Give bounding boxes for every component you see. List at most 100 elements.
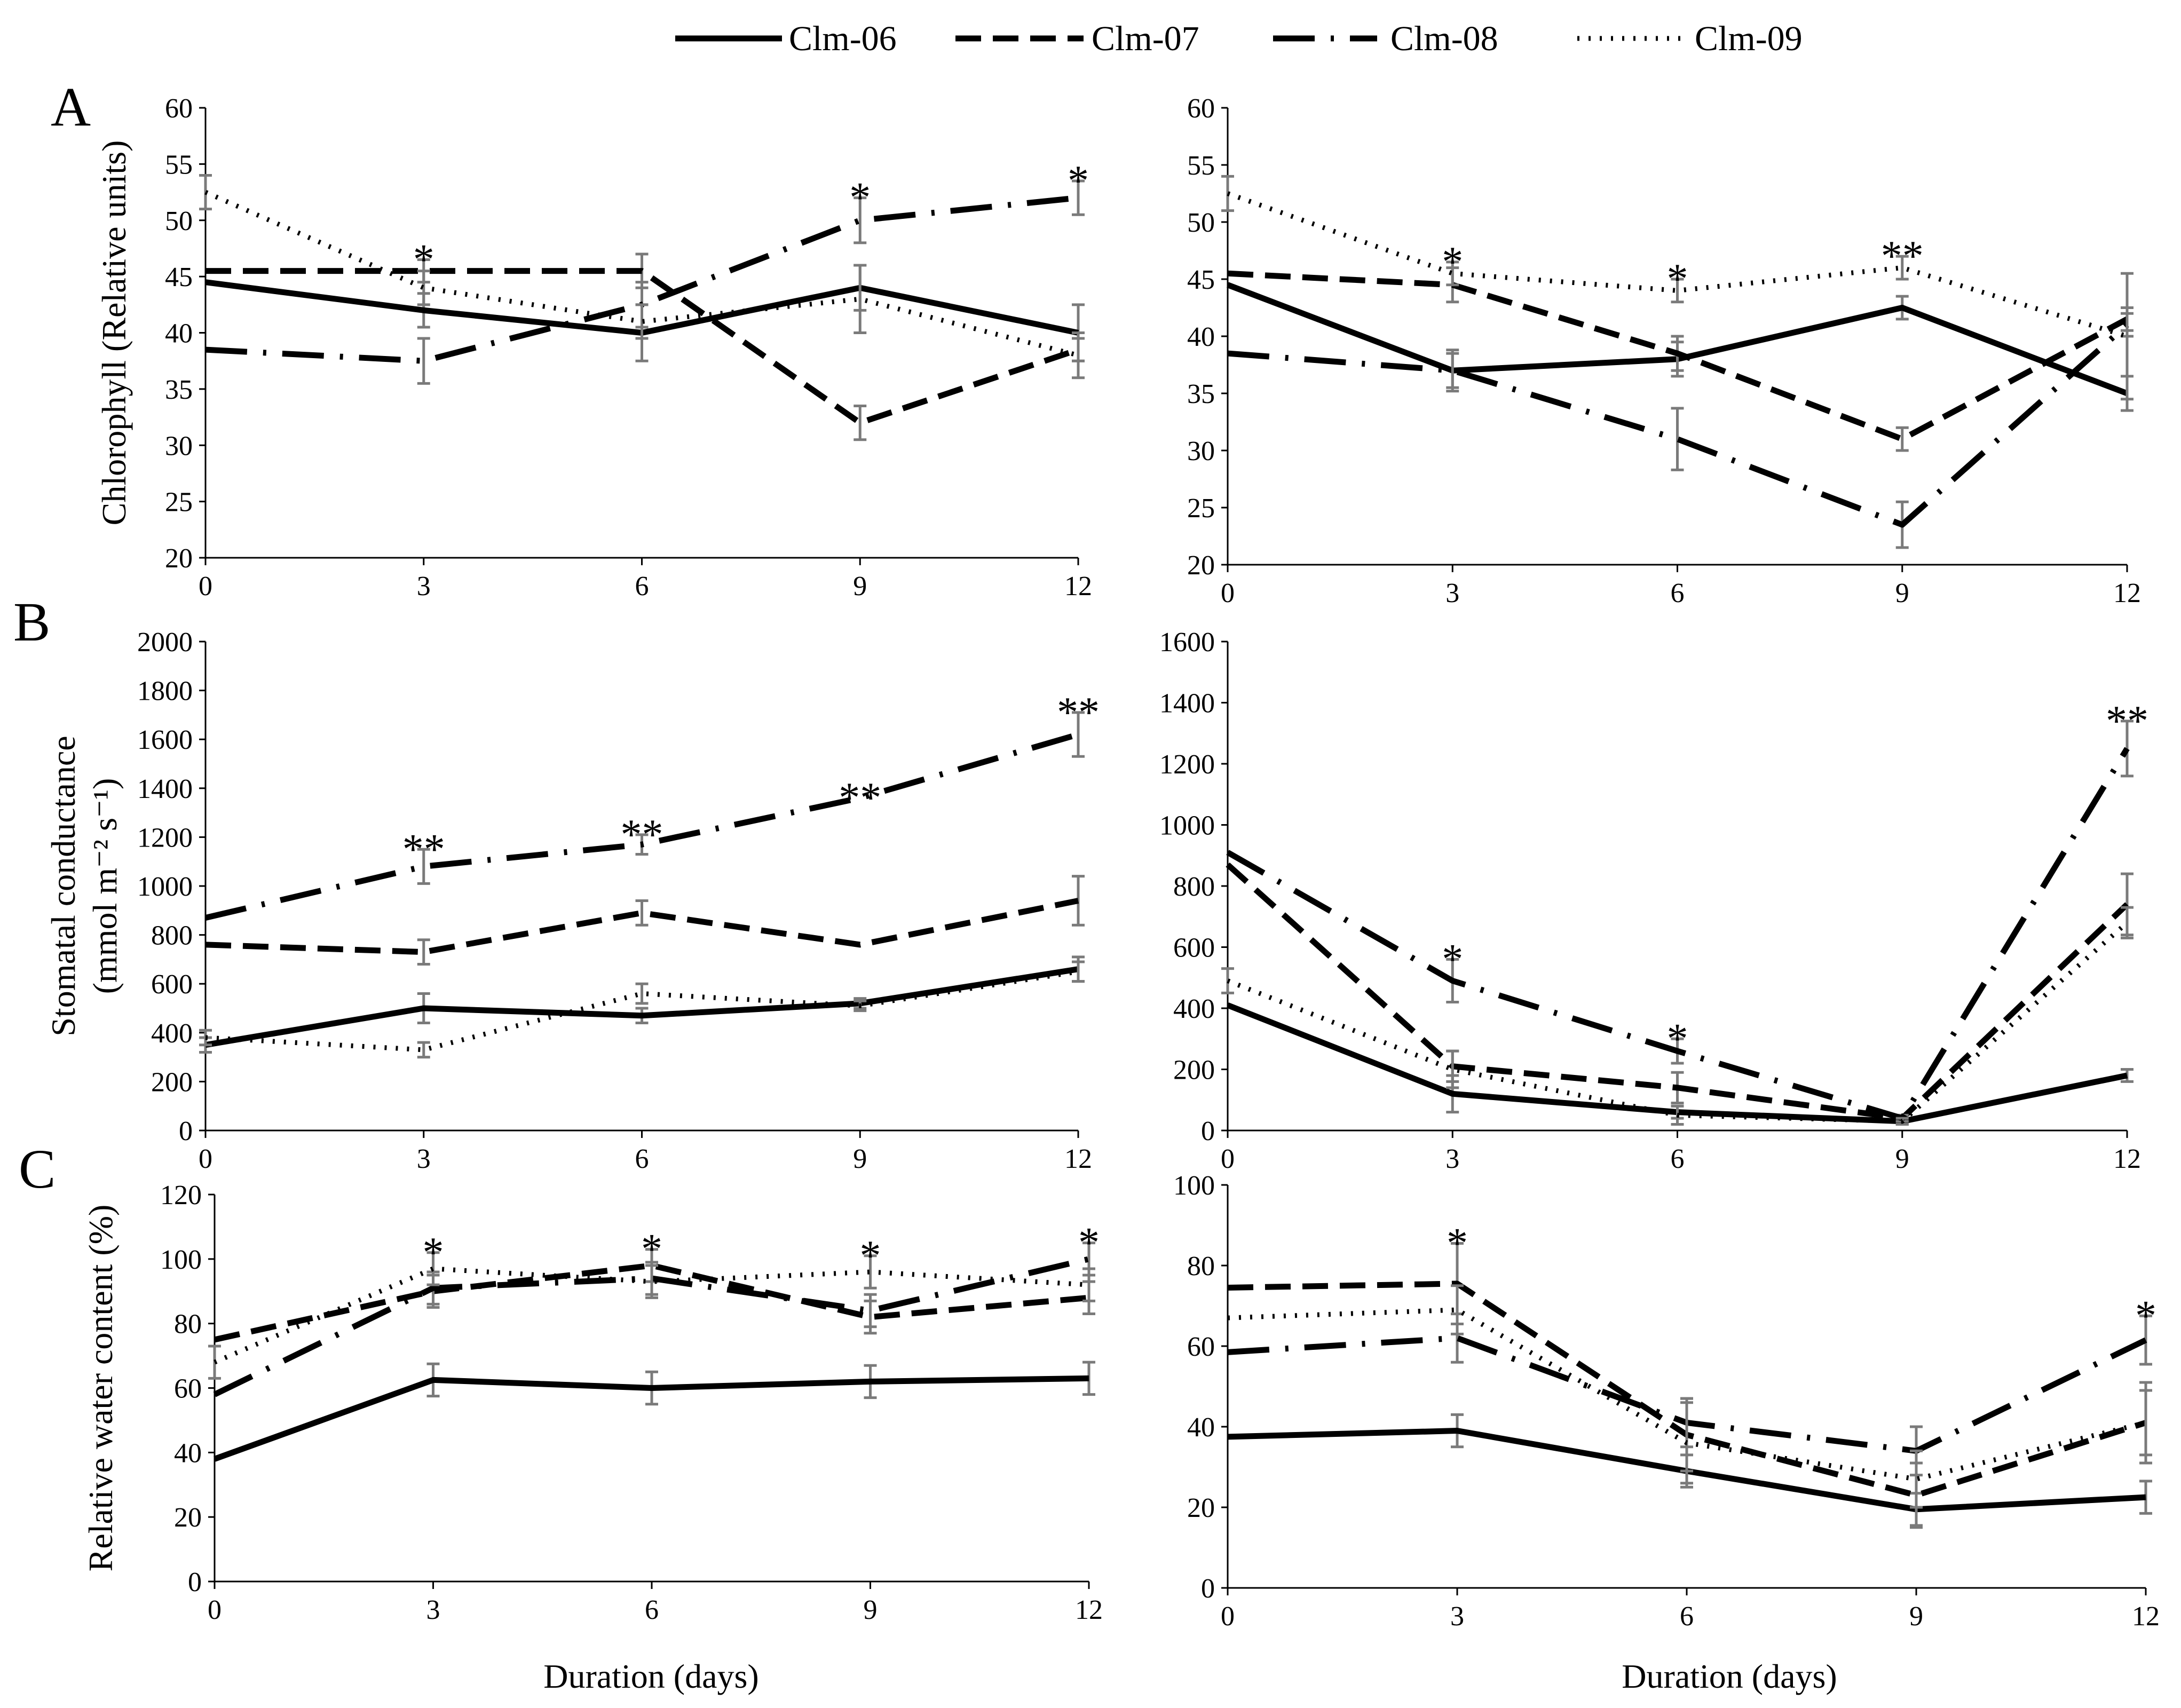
error-bar — [1072, 711, 1085, 758]
legend-entry-clm-09: Clm-09 — [1577, 19, 1803, 58]
panel-label-a: A — [51, 76, 91, 138]
y-tick-label: 2000 — [137, 627, 193, 658]
y-tick-label: 60 — [174, 1374, 202, 1404]
error-bar — [417, 848, 430, 885]
significance-marker: ** — [621, 811, 663, 858]
x-tick-label: 12 — [2113, 1144, 2141, 1174]
y-tick-label: 40 — [174, 1438, 202, 1468]
series-clm-08 — [205, 179, 1085, 385]
series-clm-09 — [199, 173, 1085, 379]
line-clm-07 — [1227, 270, 2129, 442]
series-clm-06 — [214, 1361, 1095, 1462]
error-bar — [1082, 1267, 1095, 1302]
series-clm-08 — [204, 711, 1085, 921]
line-clm-07 — [1226, 862, 2129, 1121]
legend-label-clm-08: Clm-08 — [1390, 19, 1498, 58]
line-clm-08 — [1226, 747, 2130, 1121]
y-tick-label: 800 — [1173, 872, 1215, 902]
y-tick-label: 80 — [1187, 1251, 1215, 1282]
series-clm-07 — [1226, 862, 2133, 1123]
y-tick-label: 20 — [165, 543, 193, 574]
x-tick-label: 3 — [1445, 1144, 1459, 1174]
significance-marker: * — [423, 1229, 444, 1276]
error-bar — [1446, 260, 1459, 287]
x-tick-label: 0 — [199, 1144, 212, 1174]
error-bar — [854, 264, 867, 334]
significance-marker: * — [860, 1232, 881, 1279]
x-tick-label: 3 — [417, 571, 431, 602]
y-tick-label: 30 — [1187, 436, 1215, 466]
x-tick-label: 0 — [1221, 578, 1235, 608]
panel-label-c: C — [19, 1138, 56, 1200]
x-tick-label: 3 — [1450, 1601, 1464, 1632]
error-bar — [854, 196, 867, 244]
y-tick-label: 0 — [1201, 1573, 1215, 1604]
line-clm-07 — [205, 898, 1079, 955]
y-tick-label: 35 — [1187, 379, 1215, 409]
y-tick-label: 1600 — [1159, 627, 1215, 658]
significance-marker: * — [1442, 239, 1463, 286]
y-tick-label: 400 — [1173, 994, 1215, 1024]
significance-marker: ** — [839, 774, 881, 821]
error-bar — [417, 938, 430, 966]
significance-marker: * — [1442, 936, 1463, 983]
significance-marker: ** — [1881, 233, 1924, 280]
y-tick-label: 100 — [160, 1245, 202, 1275]
y-tick-label: 55 — [165, 149, 193, 180]
x-tick-label: 9 — [1895, 1144, 1909, 1174]
line-clm-09 — [214, 1266, 1089, 1365]
significance-marker: * — [2135, 1292, 2156, 1339]
error-bar — [426, 1251, 440, 1286]
y-tick-label: 80 — [174, 1309, 202, 1340]
significance-marker: * — [1667, 256, 1688, 303]
y-axis-title: Chlorophyll (Relative units) — [95, 140, 133, 526]
legend-label-clm-06: Clm-06 — [789, 19, 897, 58]
line-clm-06 — [214, 1375, 1089, 1462]
x-tick-label: 0 — [1221, 1144, 1235, 1174]
legend-entry-clm-07: Clm-07 — [955, 19, 1199, 58]
x-tick-label: 9 — [853, 1144, 867, 1174]
y-tick-label: 60 — [165, 93, 193, 124]
y-tick-label: 40 — [165, 319, 193, 349]
y-tick-label: 1800 — [137, 676, 193, 707]
y-tick-label: 400 — [151, 1018, 193, 1049]
line-clm-09 — [1227, 921, 2129, 1124]
significance-marker: * — [1068, 157, 1089, 204]
x-tick-label: 3 — [426, 1595, 440, 1625]
significance-marker: * — [413, 236, 434, 283]
error-bar — [2121, 906, 2133, 939]
significance-marker: * — [641, 1226, 662, 1273]
significance-marker: ** — [402, 826, 445, 873]
panel-label-b: B — [13, 591, 50, 653]
legend-label-clm-09: Clm-09 — [1695, 19, 1803, 58]
y-axis-title: Relative water content (%) — [82, 1205, 120, 1572]
x-tick-label: 6 — [1671, 578, 1685, 608]
y-tick-label: 40 — [1187, 322, 1215, 352]
error-bar — [1072, 960, 1085, 983]
error-bar — [1072, 331, 1085, 379]
error-bar — [1895, 255, 1909, 281]
y-tick-label: 100 — [1173, 1171, 1215, 1201]
significance-marker: * — [1447, 1220, 1468, 1267]
y-tick-label: 35 — [165, 375, 193, 405]
series-clm-08 — [1226, 719, 2133, 1123]
x-tick-label: 6 — [1671, 1144, 1685, 1174]
y-tick-label: 50 — [1187, 208, 1215, 238]
error-bar — [417, 270, 430, 306]
error-bar — [635, 982, 649, 1005]
error-bar — [1446, 1049, 1459, 1089]
y-tick-label: 1000 — [1159, 811, 1215, 841]
x-tick-label: 6 — [635, 571, 649, 602]
y-tick-label: 60 — [1187, 93, 1215, 124]
series-clm-09 — [199, 960, 1085, 1059]
line-clm-09 — [204, 189, 1079, 358]
error-bar — [645, 1264, 658, 1299]
y-tick-label: 800 — [151, 921, 193, 951]
line-clm-08 — [204, 731, 1079, 921]
significance-marker: ** — [2106, 698, 2148, 745]
y-tick-label: 200 — [151, 1067, 193, 1097]
error-bar — [635, 303, 649, 340]
significance-marker: * — [1667, 1015, 1688, 1062]
y-tick-label: 1400 — [1159, 689, 1215, 719]
